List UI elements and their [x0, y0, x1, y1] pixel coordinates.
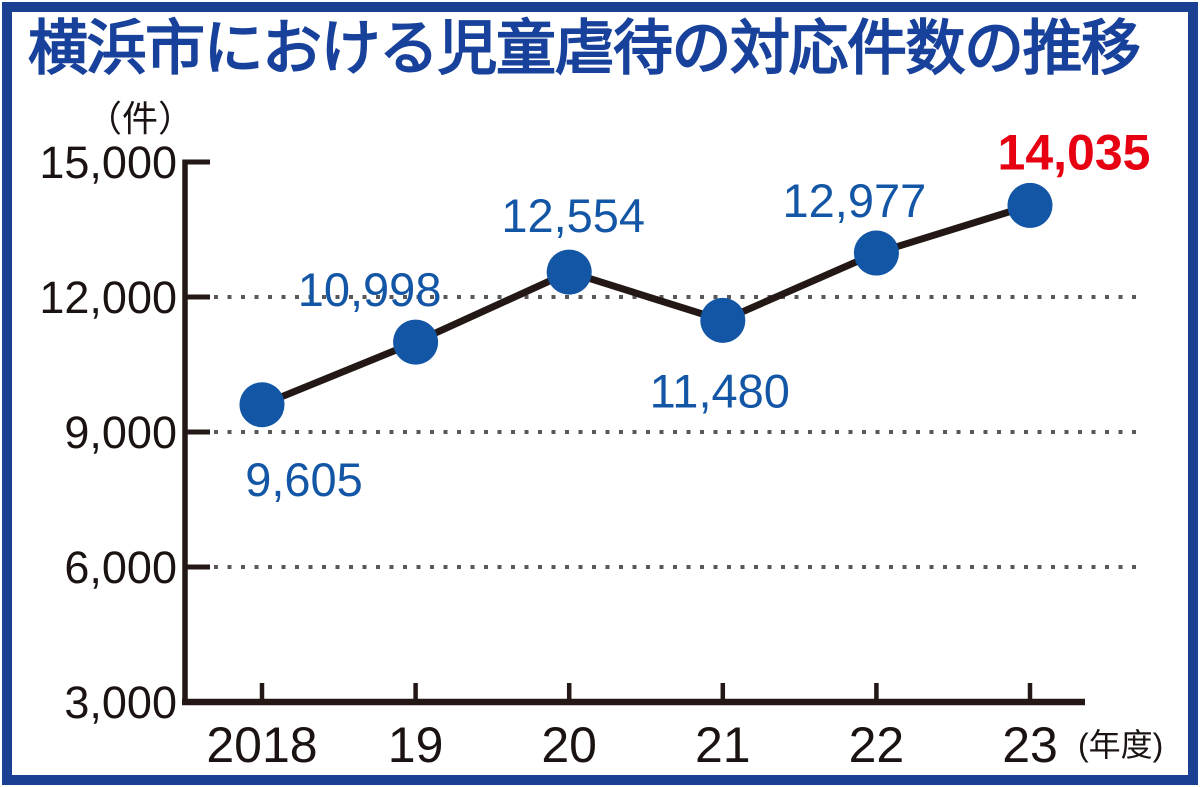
- y-tick-label: 3,000: [64, 677, 177, 728]
- y-tick-label: 9,000: [64, 407, 177, 458]
- data-point-label-highlight: 14,035: [998, 124, 1151, 180]
- y-tick-label: 15,000: [39, 137, 177, 188]
- x-tick-label: 2018: [206, 717, 317, 773]
- x-axis-unit-label: (年度): [1078, 727, 1163, 763]
- data-point: [1007, 182, 1053, 228]
- data-point: [700, 297, 746, 343]
- x-tick-label: 22: [849, 717, 905, 773]
- y-tick-label: 6,000: [64, 542, 177, 593]
- data-point-label: 10,998: [298, 263, 442, 316]
- data-point-label: 12,554: [501, 189, 645, 242]
- x-tick-label: 23: [1002, 717, 1058, 773]
- data-point-label: 12,977: [783, 174, 927, 227]
- data-point: [853, 230, 899, 276]
- data-point-label: 11,480: [650, 364, 790, 417]
- y-axis-unit-label: （件）: [86, 98, 194, 139]
- x-tick-label: 20: [541, 717, 597, 773]
- data-point: [546, 249, 592, 295]
- y-tick-label: 12,000: [39, 272, 177, 323]
- x-tick-label: 21: [695, 717, 751, 773]
- chart-title: 横浜市における児童虐待の対応件数の推移: [28, 15, 1141, 82]
- data-point: [239, 382, 285, 428]
- data-point-label: 9,605: [245, 453, 363, 506]
- data-line: [258, 201, 1034, 409]
- data-point: [393, 319, 439, 365]
- x-tick-label: 19: [388, 717, 444, 773]
